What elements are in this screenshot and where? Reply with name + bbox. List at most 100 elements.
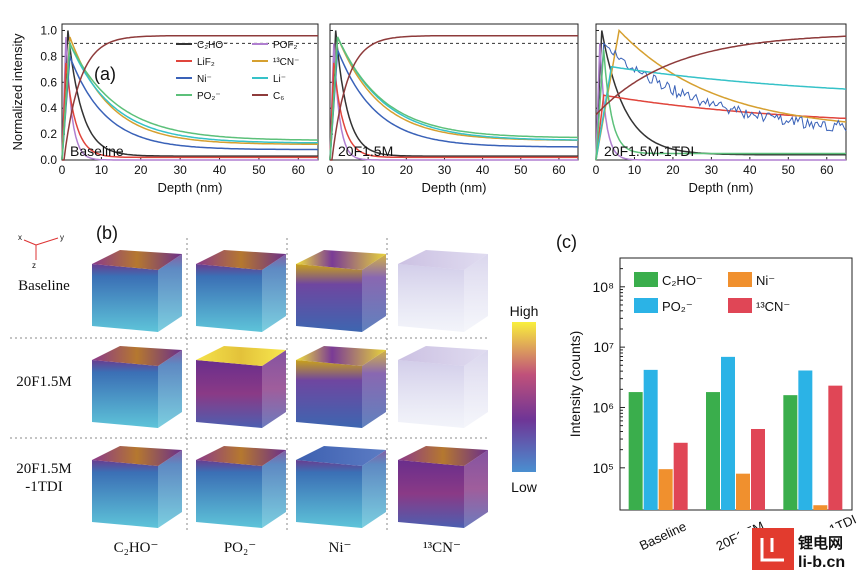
b-cube-right xyxy=(262,450,286,528)
a-ytick-label: 0.2 xyxy=(40,127,57,141)
b-cube-front xyxy=(92,460,158,528)
a-series-line xyxy=(62,34,318,161)
a-legend-label: ¹³CN⁻ xyxy=(273,57,299,68)
a-ytick-label: 0.4 xyxy=(40,101,57,115)
a-xtick-label: 60 xyxy=(552,163,566,177)
a-series-line xyxy=(61,30,318,161)
b-cube xyxy=(296,346,386,428)
b-col-label: C₂HO⁻ xyxy=(114,540,159,556)
panel-a: Normalized intensity 0.0 0.2 0.4 0.6 0.8 1.0 0 1… xyxy=(10,23,847,195)
b-cube-top xyxy=(92,346,182,366)
c-ytick-label: 10⁸ xyxy=(593,279,615,295)
a-legend-label: Ni⁻ xyxy=(197,74,212,85)
c-bar xyxy=(673,442,688,510)
watermark-glyph xyxy=(760,538,784,562)
b-col-label: ¹³CN⁻ xyxy=(423,540,461,556)
a-subplot-label: 20F1.5M xyxy=(338,143,393,159)
a-xtick-label: 0 xyxy=(327,163,334,177)
b-row-label: 20F1.5M xyxy=(16,374,71,390)
c-bar xyxy=(721,356,735,510)
c-legend-label: Ni⁻ xyxy=(756,273,775,288)
a-series-line xyxy=(595,28,847,161)
b-cube xyxy=(92,346,182,428)
c-ytick-label: 10⁷ xyxy=(593,339,614,355)
a-xtick-label: 10 xyxy=(628,163,642,177)
a-legend-label: LiF₂ xyxy=(197,57,215,68)
c-legend: C₂HO⁻ PO₂⁻ Ni⁻ ¹³CN⁻ xyxy=(634,272,790,314)
b-cube-front xyxy=(398,264,464,332)
c-bar xyxy=(751,428,765,510)
a-series-line xyxy=(595,65,847,161)
a-xtick-label: 50 xyxy=(514,163,528,177)
c-xtick-label: Baseline xyxy=(637,519,689,554)
b-row-label: Baseline xyxy=(18,278,70,294)
a-xtick-label: 40 xyxy=(476,163,490,177)
b-cube-front xyxy=(296,360,362,428)
panel-b: (b) x y z Baseline 20F1.5M 20F1.5M -1TDI C₂HO⁻ PO… xyxy=(10,223,538,556)
b-cube xyxy=(398,250,488,332)
c-bar xyxy=(706,392,720,510)
b-cube-top xyxy=(196,446,286,466)
a-legend-label: POF₂ xyxy=(273,40,298,51)
a-series-line xyxy=(61,36,319,161)
b-cube xyxy=(296,250,386,332)
a-series-line xyxy=(595,43,846,161)
c-legend-label: PO₂⁻ xyxy=(662,299,693,314)
b-cube-top xyxy=(296,250,386,270)
watermark-text: 锂电网 xyxy=(798,534,843,552)
b-cube-front xyxy=(398,360,464,428)
b-cube-top xyxy=(92,446,182,466)
b-cube-top xyxy=(196,250,286,270)
b-axis-label-z: z xyxy=(32,261,36,270)
a-xtick-label: 30 xyxy=(173,163,187,177)
a-xtick-label: 10 xyxy=(95,163,109,177)
b-axis-y xyxy=(35,237,59,246)
c-panel-label: (c) xyxy=(556,232,577,252)
a-legend-label: C₆ xyxy=(273,91,284,102)
b-cube xyxy=(196,250,286,332)
a-legend-label: PO₂⁻ xyxy=(197,91,221,102)
a-legend-label: Li⁻ xyxy=(273,74,286,85)
b-cube-right xyxy=(362,350,386,428)
a-series-line xyxy=(329,36,578,161)
a-legend: C₂HO⁻ POF₂ LiF₂ ¹³CN⁻ Ni⁻ Li⁻ PO₂⁻ C₆ xyxy=(176,40,299,102)
b-cube-right xyxy=(362,450,386,528)
c-bar xyxy=(736,473,750,510)
b-cube xyxy=(398,446,488,528)
b-cube-top xyxy=(398,250,488,270)
b-cube-right xyxy=(464,254,488,332)
b-col-label: Ni⁻ xyxy=(329,540,352,556)
b-cube-right xyxy=(158,254,182,332)
a-series-line xyxy=(329,36,578,161)
a-xtick-label: 20 xyxy=(666,163,680,177)
a-xtick-label: 30 xyxy=(705,163,719,177)
c-bar xyxy=(628,392,643,510)
b-col-label: PO₂⁻ xyxy=(224,540,256,556)
a-xtick-label: 60 xyxy=(820,163,834,177)
panel-c: (c) Intensity (counts) 10⁵ 10⁶ 10⁷ 10⁸ Baselin… xyxy=(556,232,859,560)
a-subplot-3: 0 10 20 30 40 50 60 Depth (nm) 20F1.5M-1TDI xyxy=(593,23,847,195)
c-legend-label: ¹³CN⁻ xyxy=(756,299,790,314)
b-colorbar xyxy=(512,322,536,472)
a-ytick-label: 0.6 xyxy=(40,75,57,89)
watermark-logo: 锂电网 li-b.cn xyxy=(739,528,857,571)
a-series-line xyxy=(61,43,318,161)
c-ytick-label: 10⁶ xyxy=(593,399,614,415)
b-cube-right xyxy=(464,350,488,428)
b-panel-label: (b) xyxy=(96,223,118,243)
a-xtick-label: 0 xyxy=(593,163,600,177)
b-cube-front xyxy=(398,460,464,528)
a-xlabel: Depth (nm) xyxy=(157,180,222,195)
b-axis-label-x: x xyxy=(18,233,22,242)
a-subplot-1: 0 10 20 30 40 50 60 Depth (nm) Baseline xyxy=(59,23,319,195)
b-cube-right xyxy=(158,350,182,428)
c-legend-swatch xyxy=(728,298,752,313)
a-series-line xyxy=(329,36,579,161)
c-bar xyxy=(813,505,828,510)
a-xtick-label: 20 xyxy=(134,163,148,177)
a-xtick-label: 40 xyxy=(743,163,757,177)
c-ylabel: Intensity (counts) xyxy=(567,331,583,438)
c-bar xyxy=(643,369,658,510)
